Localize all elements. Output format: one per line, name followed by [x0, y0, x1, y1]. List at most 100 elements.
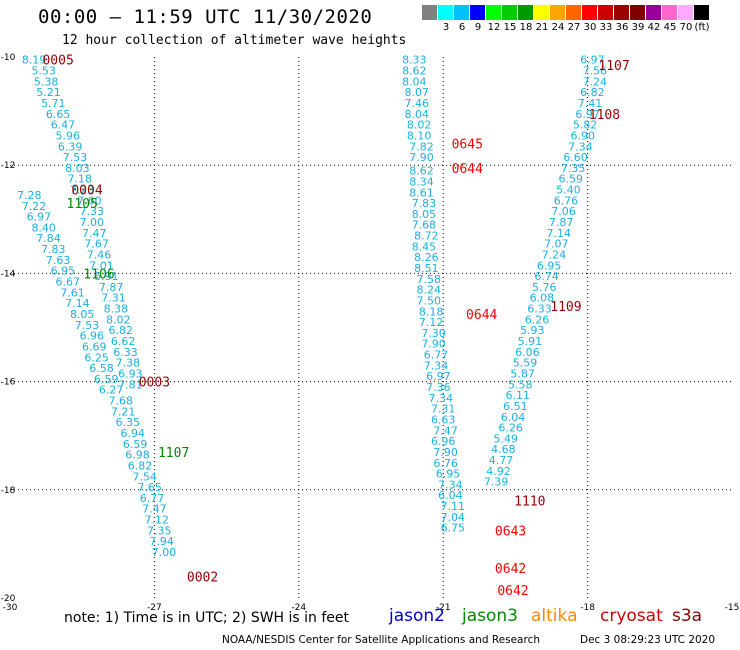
legend-swatch	[534, 5, 550, 20]
wave-height-label: 7.07	[544, 238, 569, 251]
wave-height-label: 8.19	[22, 54, 47, 67]
wave-height-label: 6.26	[498, 422, 523, 435]
legend-swatch	[614, 5, 630, 20]
wave-height-label: 5.59	[513, 357, 538, 370]
wave-height-label: 7.54	[133, 470, 158, 483]
legend-swatch	[582, 5, 598, 20]
wave-height-label: 6.26	[525, 313, 550, 326]
legend-swatch	[438, 5, 454, 20]
x-tick-label: -18	[580, 603, 595, 613]
wave-height-label: 7.41	[578, 97, 603, 110]
pass-time-label: 0004	[71, 184, 102, 199]
wave-height-label: 7.81	[118, 378, 143, 391]
wave-height-label: 6.97	[580, 54, 605, 67]
wave-height-label: 8.51	[414, 262, 439, 275]
wave-height-label: 7.00	[152, 546, 177, 559]
wave-height-label: 8.45	[412, 240, 437, 253]
wave-height-label: 7.65	[137, 481, 162, 494]
x-tick-label: -21	[436, 603, 451, 613]
wave-height-label: 4.92	[486, 465, 511, 478]
pass-time-label: 0005	[42, 54, 73, 69]
pass-time-label: 1108	[589, 108, 620, 123]
legend-swatch	[550, 5, 566, 20]
wave-height-label: 6.95	[51, 265, 76, 278]
legend-swatch	[630, 5, 646, 20]
wave-height-label: 7.87	[99, 281, 124, 294]
wave-height-label: 6.94	[120, 427, 145, 440]
wave-height-label: 8.61	[409, 186, 434, 199]
wave-height-label: 7.31	[431, 403, 456, 416]
wave-height-label: 6.95	[537, 259, 562, 272]
wave-height-label: 8.04	[402, 75, 427, 88]
wave-height-label: 7.67	[84, 238, 109, 251]
satellite-altika-label: altika	[531, 606, 578, 626]
legend-swatch	[694, 5, 710, 20]
wave-height-label: 6.76	[433, 457, 458, 470]
wave-height-label: 8.05	[70, 308, 95, 321]
pass-time-label: 0643	[495, 524, 526, 539]
note-text: note: 1) Time is in UTC; 2) SWH is in fe…	[64, 610, 350, 626]
wave-height-label: 6.27	[99, 384, 124, 397]
legend-label: 12	[487, 22, 501, 33]
legend-label: 9	[474, 22, 482, 33]
wave-height-label: 8.40	[31, 221, 56, 234]
legend-swatch	[598, 5, 614, 20]
pass-time-label: 0644	[452, 162, 483, 177]
wave-height-label: 7.50	[417, 294, 442, 307]
legend-label: 70	[679, 22, 693, 33]
wave-height-label: 5.82	[573, 119, 598, 132]
legend-swatch	[678, 5, 694, 20]
wave-height-label: 7.22	[22, 200, 47, 213]
legend-label: 3	[442, 22, 450, 33]
wave-height-label: 6.04	[501, 411, 526, 424]
legend-label: 24	[551, 22, 565, 33]
wave-height-label: 7.33	[80, 205, 105, 218]
wave-height-label: 8.10	[407, 129, 432, 142]
y-tick-label: -12	[1, 161, 16, 171]
wave-height-label: 5.58	[508, 378, 533, 391]
pass-time-label: 1107	[598, 59, 629, 74]
wave-height-label: 8.07	[404, 86, 429, 99]
wave-height-label: 7.34	[424, 359, 449, 372]
wave-height-label: 8.04	[404, 108, 429, 121]
legend-swatch	[470, 5, 486, 20]
wave-height-label: 7.82	[409, 140, 434, 153]
legend-swatch	[422, 5, 438, 20]
wave-height-label: 8.02	[407, 119, 432, 132]
x-tick-label: -24	[291, 603, 306, 613]
wave-height-label: 8.26	[414, 251, 439, 264]
wave-height-label: 7.47	[82, 227, 107, 240]
wave-height-label: 6.96	[431, 435, 456, 448]
wave-height-label: 7.21	[111, 405, 136, 418]
wave-height-label: 6.59	[559, 173, 584, 186]
wave-height-label: 6.75	[441, 522, 466, 535]
wave-height-label: 6.93	[118, 367, 143, 380]
wave-height-label: 6.60	[563, 151, 588, 164]
wave-height-label: 7.31	[101, 292, 126, 305]
wave-height-label: 7.00	[80, 216, 105, 229]
wave-height-label: 5.91	[518, 335, 543, 348]
wave-height-label: 7.24	[542, 248, 567, 261]
wave-height-label: 6.76	[554, 194, 579, 207]
legend-label: (ft)	[694, 22, 710, 33]
y-tick-label: -14	[1, 269, 16, 279]
legend-label: 36	[615, 22, 629, 33]
wave-height-label: 6.82	[128, 459, 153, 472]
pass-time-label: 1107	[158, 446, 189, 461]
legend-swatch	[566, 5, 582, 20]
wave-height-label: 6.39	[58, 140, 83, 153]
pass-time-label: 1109	[550, 300, 581, 315]
wave-height-label: 7.90	[433, 446, 458, 459]
wave-height-label: 5.38	[34, 75, 59, 88]
pass-time-label: 0002	[187, 570, 218, 585]
wave-height-label: 6.08	[530, 292, 555, 305]
wave-height-label: 7.53	[63, 151, 88, 164]
chart-subtitle: 12 hour collection of altimeter wave hei…	[62, 33, 407, 48]
wave-height-label: 8.18	[419, 305, 444, 318]
wave-height-label: 7.04	[441, 511, 466, 524]
pass-time-label: 0645	[452, 138, 483, 153]
x-tick-label: -15	[725, 603, 740, 613]
wave-height-label: 6.65	[46, 108, 71, 121]
wave-height-label: 7.30	[421, 327, 446, 340]
satellite-cryosat-label: cryosat	[600, 606, 663, 626]
